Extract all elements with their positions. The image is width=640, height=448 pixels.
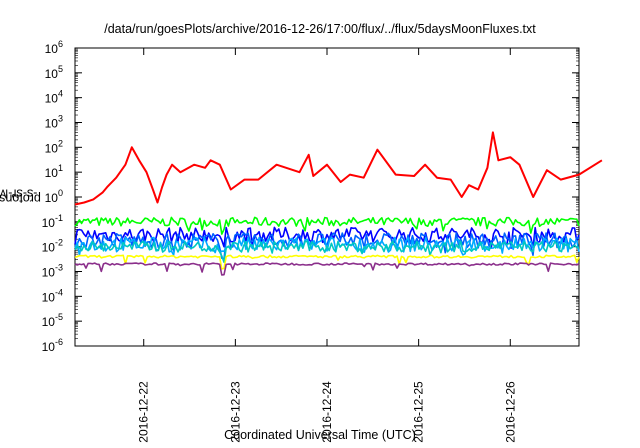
series-line [74, 216, 580, 235]
series-line [74, 254, 580, 270]
y-tick-label: 101 [45, 163, 63, 180]
y-tick-exponent: 0 [58, 188, 63, 198]
x-tick-label: 2016-12-22 [137, 381, 151, 443]
y-tick-label: 10-6 [42, 337, 63, 354]
y-tick-label: 10-3 [42, 263, 63, 280]
y-tick-label: 10-5 [42, 312, 63, 329]
series-line [74, 131, 603, 206]
y-tick-exponent: -1 [55, 213, 63, 223]
x-tick-label: 2016-12-25 [412, 381, 426, 443]
series-line [74, 226, 580, 249]
y-axis-label-suffix: -s-sr-MeV [0, 186, 38, 201]
y-tick-exponent: 1 [58, 163, 63, 173]
y-tick-exponent: -4 [55, 287, 63, 297]
y-tick-label: 102 [45, 138, 63, 155]
y-tick-label: 103 [45, 114, 63, 131]
y-tick-exponent: -2 [55, 238, 63, 248]
y-tick-exponent: 2 [58, 138, 63, 148]
y-tick-exponent: -3 [55, 263, 63, 273]
y-tick-label: 106 [45, 39, 63, 56]
series-line [74, 262, 580, 276]
x-tick-label: 2016-12-24 [320, 381, 334, 443]
y-tick-exponent: 5 [58, 64, 63, 74]
y-tick-exponent: 6 [58, 39, 63, 49]
y-tick-label: 10-2 [42, 238, 63, 255]
y-tick-label: 105 [45, 64, 63, 81]
x-tick-label: 2016-12-26 [503, 381, 517, 443]
y-tick-label: 10-1 [42, 213, 63, 230]
y-tick-label: 10-4 [42, 287, 63, 304]
y-tick-exponent: 3 [58, 114, 63, 124]
series-line [74, 240, 580, 263]
y-tick-exponent: -6 [55, 337, 63, 347]
x-tick-label: 2016-12-23 [228, 381, 242, 443]
plot-frame [74, 47, 580, 347]
y-tick-exponent: -5 [55, 312, 63, 322]
chart-title: /data/run/goesPlots/archive/2016-12-26/1… [104, 22, 536, 36]
y-tick-label: 104 [45, 89, 63, 106]
y-tick-exponent: 4 [58, 89, 63, 99]
x-axis-label: Coordinated Universal Time (UTC) [224, 428, 416, 442]
y-tick-label: 100 [45, 188, 63, 205]
